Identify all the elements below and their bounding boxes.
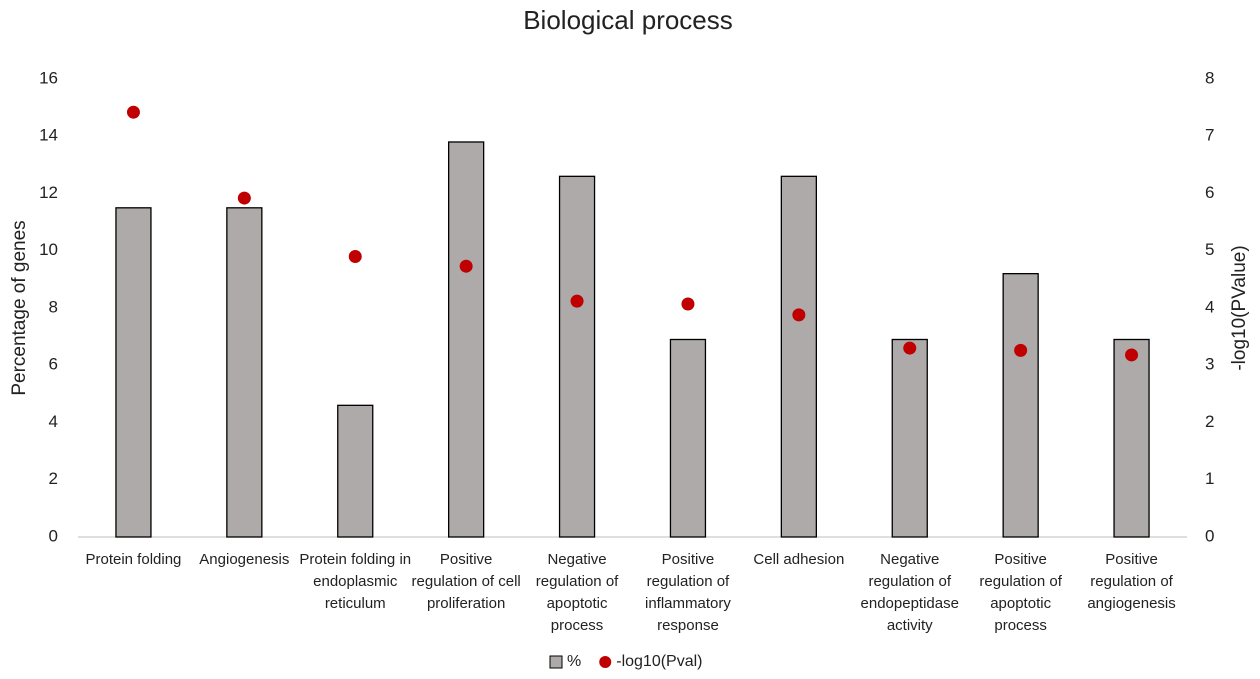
- bar: [1113, 338, 1150, 538]
- y2-axis-label: -log10(PValue): [1229, 245, 1250, 370]
- y-tick-label: 16: [39, 68, 58, 87]
- bar: [669, 338, 707, 538]
- dot: [792, 308, 806, 322]
- y2-tick-label: 1: [1205, 469, 1214, 488]
- y-tick-label: 12: [39, 183, 58, 202]
- dot: [681, 297, 695, 311]
- y2-tick-label: 2: [1205, 412, 1214, 431]
- x-tick-label: Protein folding in endoplasmic reticulum: [299, 551, 412, 612]
- bar: [226, 207, 263, 538]
- dot: [570, 294, 584, 308]
- x-tick-label: Angiogenesis: [199, 551, 290, 568]
- y-tick-label: 4: [49, 412, 58, 431]
- x-tick-label: Positive regulation of cell proliferatio…: [411, 551, 521, 612]
- bar: [115, 207, 152, 538]
- y-tick-label: 2: [49, 469, 58, 488]
- dot: [126, 105, 140, 119]
- y2-tick-label: 0: [1205, 526, 1214, 545]
- dot: [237, 191, 251, 205]
- x-tick-label: Cell adhesion: [753, 551, 845, 568]
- x-tick-label: Positive regulation of apoptotic process: [979, 551, 1062, 634]
- legend-swatch: [599, 656, 612, 668]
- dot: [1014, 343, 1028, 357]
- dot: [459, 259, 473, 273]
- x-tick-label: Negative regulation of endopeptidase act…: [860, 551, 959, 634]
- bar: [891, 338, 928, 538]
- y-tick-label: 6: [49, 355, 58, 374]
- y-axis-label: Percentage of genes: [9, 220, 30, 395]
- legend-swatch: [549, 655, 563, 669]
- bar: [558, 175, 596, 538]
- x-tick-label: Positive regulation of angiogenesis: [1087, 551, 1176, 612]
- dot: [1125, 348, 1139, 362]
- chart-title: Biological process: [523, 5, 733, 35]
- x-tick-label: Negative regulation of apoptotic process: [535, 551, 619, 634]
- y2-tick-label: 8: [1205, 68, 1214, 87]
- y2-tick-label: 3: [1205, 355, 1214, 374]
- bar: [1002, 272, 1039, 538]
- bar: [447, 141, 485, 538]
- y-tick-label: 14: [39, 126, 58, 145]
- x-tick-label: Protein folding: [85, 551, 182, 568]
- legend-label: %: [567, 653, 581, 670]
- x-tick-label: Positive regulation of inflammatory resp…: [645, 551, 731, 634]
- y2-tick-label: 4: [1205, 297, 1214, 316]
- legend-label: -log10(Pval): [616, 653, 702, 670]
- bar: [780, 175, 817, 538]
- bar: [337, 404, 374, 538]
- y2-tick-label: 7: [1205, 126, 1214, 145]
- y-tick-label: 8: [49, 297, 58, 316]
- y-tick-label: 0: [49, 526, 58, 545]
- dot: [348, 249, 362, 263]
- y2-tick-label: 6: [1205, 183, 1214, 202]
- y-tick-label: 10: [39, 240, 58, 259]
- dot: [903, 341, 917, 355]
- y2-tick-label: 5: [1205, 240, 1214, 259]
